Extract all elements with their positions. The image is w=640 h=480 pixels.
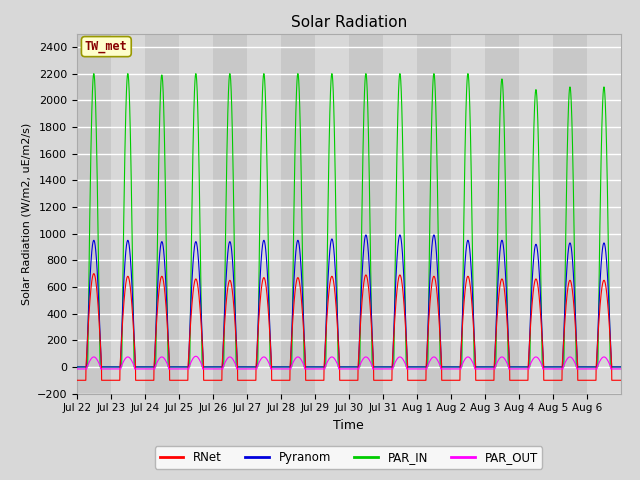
PAR_IN bbox=[73, 364, 81, 370]
PAR_IN bbox=[611, 364, 619, 370]
RNet bbox=[611, 377, 619, 383]
Pyranom bbox=[611, 364, 619, 370]
PAR_IN bbox=[467, 132, 474, 137]
Pyranom bbox=[501, 265, 509, 271]
PAR_IN bbox=[501, 169, 509, 175]
RNet bbox=[90, 271, 98, 276]
Bar bbox=[349, 34, 383, 394]
Pyranom bbox=[534, 251, 541, 256]
RNet bbox=[419, 377, 426, 383]
Pyranom bbox=[184, 364, 192, 370]
PAR_IN bbox=[419, 364, 426, 370]
PAR_OUT bbox=[501, 357, 509, 362]
Bar bbox=[519, 34, 553, 394]
Line: PAR_IN: PAR_IN bbox=[77, 73, 621, 367]
Bar bbox=[212, 34, 247, 394]
Bar bbox=[417, 34, 451, 394]
PAR_OUT bbox=[467, 356, 474, 361]
Pyranom bbox=[419, 364, 426, 370]
Y-axis label: Solar Radiation (W/m2, uE/m2/s): Solar Radiation (W/m2, uE/m2/s) bbox=[21, 122, 31, 305]
Pyranom bbox=[73, 364, 81, 370]
Bar bbox=[587, 34, 621, 394]
Bar bbox=[485, 34, 519, 394]
Bar bbox=[77, 34, 111, 394]
Bar bbox=[553, 34, 587, 394]
Bar bbox=[281, 34, 315, 394]
PAR_IN bbox=[184, 364, 192, 370]
Legend: RNet, Pyranom, PAR_IN, PAR_OUT: RNet, Pyranom, PAR_IN, PAR_OUT bbox=[155, 446, 543, 469]
PAR_OUT bbox=[192, 353, 200, 359]
Line: Pyranom: Pyranom bbox=[77, 235, 621, 367]
X-axis label: Time: Time bbox=[333, 419, 364, 432]
RNet bbox=[617, 377, 625, 383]
Bar bbox=[247, 34, 281, 394]
RNet bbox=[184, 358, 192, 364]
Bar bbox=[179, 34, 212, 394]
Bar bbox=[145, 34, 179, 394]
RNet bbox=[501, 294, 509, 300]
RNet bbox=[534, 282, 541, 288]
Bar bbox=[451, 34, 485, 394]
Bar bbox=[383, 34, 417, 394]
Line: PAR_OUT: PAR_OUT bbox=[77, 356, 621, 369]
Title: Solar Radiation: Solar Radiation bbox=[291, 15, 407, 30]
PAR_IN bbox=[534, 118, 541, 124]
PAR_OUT bbox=[184, 366, 192, 372]
PAR_OUT bbox=[611, 366, 619, 372]
PAR_IN bbox=[617, 364, 625, 370]
PAR_OUT bbox=[534, 355, 541, 361]
PAR_IN bbox=[90, 71, 98, 76]
Pyranom bbox=[467, 255, 474, 261]
Text: TW_met: TW_met bbox=[85, 40, 128, 53]
PAR_OUT bbox=[73, 366, 81, 372]
Bar bbox=[111, 34, 145, 394]
PAR_OUT bbox=[419, 366, 426, 372]
RNet bbox=[467, 285, 474, 291]
Pyranom bbox=[362, 232, 370, 238]
Bar bbox=[315, 34, 349, 394]
PAR_OUT bbox=[617, 366, 625, 372]
Pyranom bbox=[617, 364, 625, 370]
Line: RNet: RNet bbox=[77, 274, 621, 380]
RNet bbox=[73, 377, 81, 383]
